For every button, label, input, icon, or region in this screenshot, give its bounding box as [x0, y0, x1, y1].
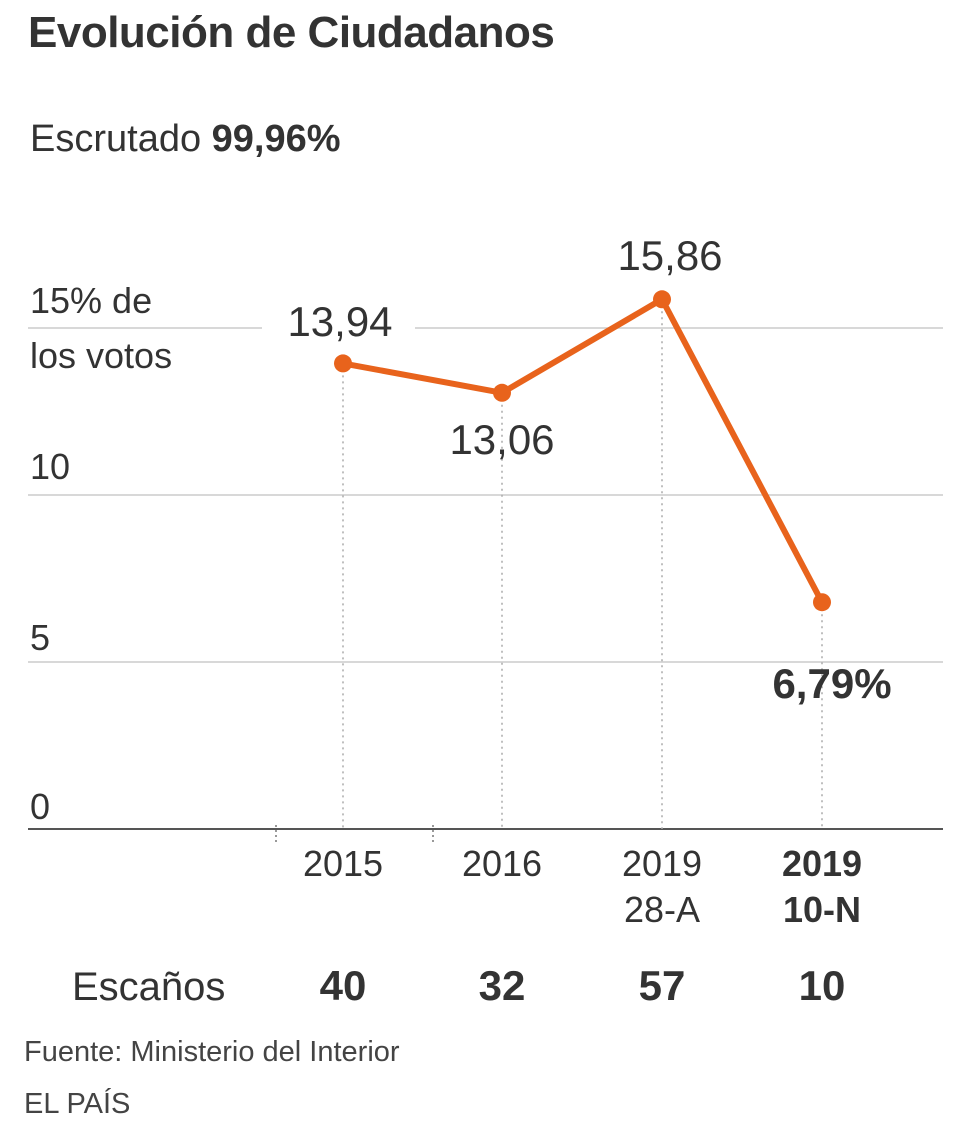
data-point-1: [493, 383, 511, 402]
source-text: Fuente: Ministerio del Interior: [24, 1036, 400, 1068]
value-labels: 13,94 13,06 15,86 6,79%: [287, 232, 891, 707]
x-label-1: 2016: [462, 843, 542, 884]
value-label-3: 6,79%: [772, 660, 891, 707]
seats-label: Escaños: [72, 965, 225, 1009]
scrutiny-line: Escrutado 99,96%: [30, 118, 341, 161]
x-sublabel-3: 10-N: [783, 889, 861, 930]
brand-text: EL PAÍS: [24, 1088, 131, 1120]
chart-title: Evolución de Ciudadanos: [28, 8, 555, 57]
x-axis-labels: 2015 2016 2019 28-A 2019 10-N: [303, 843, 862, 930]
seats-value-2: 57: [639, 962, 686, 1009]
series-polyline: [340, 296, 825, 606]
x-guides: [342, 299, 823, 829]
value-label-0: 13,94: [287, 298, 392, 345]
x-label-3: 2019: [782, 843, 862, 884]
y-label-unit: los votos: [30, 335, 172, 376]
scrutiny-label: Escrutado: [30, 118, 202, 160]
seats-value-3: 10: [799, 962, 846, 1009]
value-label-1: 13,06: [449, 416, 554, 463]
x-label-0: 2015: [303, 843, 383, 884]
line-chart: 0 5 10 15% de los votos 13,94 13,06 15,86 6,79%…: [28, 232, 943, 1009]
y-label-0: 0: [30, 786, 50, 827]
seats-value-1: 32: [479, 962, 526, 1009]
x-label-2: 2019: [622, 843, 702, 884]
scrutiny-value: 99,96%: [211, 118, 341, 160]
y-label-5: 5: [30, 617, 50, 658]
seats-value-0: 40: [320, 962, 367, 1009]
series-line: [340, 296, 825, 606]
data-point-0: [334, 354, 352, 373]
y-label-15: 15% de: [30, 280, 152, 321]
data-points: [334, 290, 831, 612]
y-axis-labels: 0 5 10 15% de los votos: [30, 280, 172, 827]
x-sublabel-2: 28-A: [624, 889, 700, 930]
value-label-2: 15,86: [617, 232, 722, 279]
gridlines: [28, 327, 943, 843]
data-point-3: [813, 593, 831, 612]
data-point-2: [653, 290, 671, 309]
seats-row: Escaños 40 32 57 10: [72, 962, 845, 1009]
y-label-10: 10: [30, 446, 70, 487]
